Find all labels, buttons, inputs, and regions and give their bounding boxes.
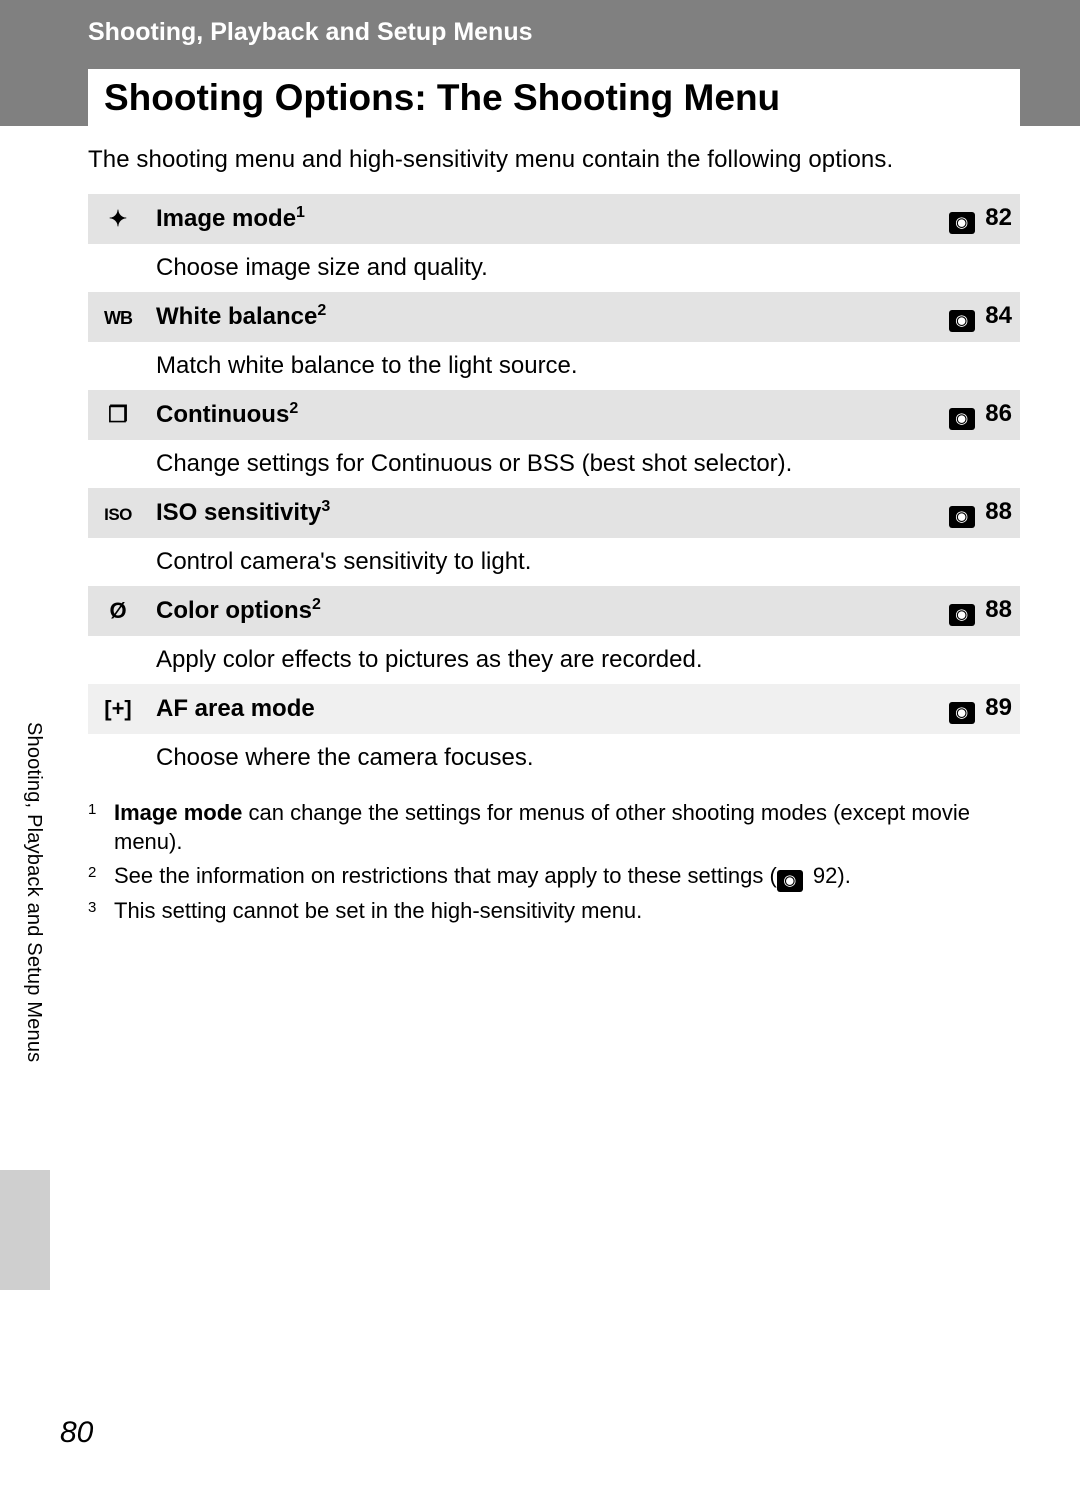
- footnote-1: 1 Image mode can change the settings for…: [88, 798, 1020, 857]
- menu-item-title: AF area mode: [148, 684, 910, 734]
- page-ref-icon: ◉: [949, 604, 975, 626]
- menu-row-desc: Change settings for Continuous or BSS (b…: [88, 440, 1020, 488]
- menu-row-desc: Control camera's sensitivity to light.: [88, 538, 1020, 586]
- shooting-menu-table: ✦Image mode1◉ 82Choose image size and qu…: [88, 194, 1020, 782]
- menu-item-title: White balance2: [148, 292, 910, 342]
- footnotes: 1 Image mode can change the settings for…: [88, 798, 1020, 926]
- page-ref-icon: ◉: [949, 702, 975, 724]
- page-number: 80: [60, 1416, 93, 1450]
- af-area-mode-icon: [+]: [88, 684, 148, 734]
- menu-row-header: [+]AF area mode◉ 89: [88, 684, 1020, 734]
- footnote-2-ref: 92: [813, 863, 837, 888]
- menu-item-description: Control camera's sensitivity to light.: [148, 538, 1020, 586]
- menu-item-title: Image mode1: [148, 194, 910, 244]
- intro-text: The shooting menu and high-sensitivity m…: [88, 146, 1020, 174]
- page-reference: ◉ 82: [910, 194, 1020, 244]
- footnote-2-num: 2: [88, 861, 114, 892]
- menu-item-description: Choose where the camera focuses.: [148, 734, 1020, 782]
- continuous-icon: ❐: [88, 390, 148, 440]
- menu-row-desc: Match white balance to the light source.: [88, 342, 1020, 390]
- menu-item-description: Choose image size and quality.: [148, 244, 1020, 292]
- menu-row-header: ISOISO sensitivity3◉ 88: [88, 488, 1020, 538]
- footnote-2: 2 See the information on restrictions th…: [88, 861, 1020, 892]
- footnote-3-num: 3: [88, 896, 114, 926]
- color-options-icon: Ø: [88, 586, 148, 636]
- footnote-3-text: This setting cannot be set in the high-s…: [114, 896, 1020, 926]
- footnote-1-bold: Image mode: [114, 800, 242, 825]
- header-band: Shooting, Playback and Setup Menus: [0, 0, 1080, 69]
- menu-item-title: Continuous2: [148, 390, 910, 440]
- menu-item-description: Apply color effects to pictures as they …: [148, 636, 1020, 684]
- page-reference: ◉ 86: [910, 390, 1020, 440]
- image-mode-icon: ✦: [88, 194, 148, 244]
- menu-row-header: ❐Continuous2◉ 86: [88, 390, 1020, 440]
- footnote-2-text: See the information on restrictions that…: [114, 861, 1020, 892]
- menu-item-description: Change settings for Continuous or BSS (b…: [148, 440, 1020, 488]
- menu-row-desc: Apply color effects to pictures as they …: [88, 636, 1020, 684]
- footnote-1-num: 1: [88, 798, 114, 857]
- menu-item-title: ISO sensitivity3: [148, 488, 910, 538]
- page-reference: ◉ 88: [910, 488, 1020, 538]
- menu-row-desc: Choose where the camera focuses.: [88, 734, 1020, 782]
- footnote-1-text: Image mode can change the settings for m…: [114, 798, 1020, 857]
- page-reference: ◉ 89: [910, 684, 1020, 734]
- menu-row-desc: Choose image size and quality.: [88, 244, 1020, 292]
- menu-item-title: Color options2: [148, 586, 910, 636]
- footnote-2-post: ).: [837, 863, 850, 888]
- page-reference: ◉ 84: [910, 292, 1020, 342]
- footnote-1-rest: can change the settings for menus of oth…: [114, 800, 970, 855]
- footnote-3: 3 This setting cannot be set in the high…: [88, 896, 1020, 926]
- page-ref-icon: ◉: [777, 870, 803, 892]
- footnote-2-pre: See the information on restrictions that…: [114, 863, 777, 888]
- chapter-thumb-tab: [0, 1170, 50, 1290]
- page-reference: ◉ 88: [910, 586, 1020, 636]
- iso-sensitivity-icon: ISO: [88, 488, 148, 538]
- menu-item-description: Match white balance to the light source.: [148, 342, 1020, 390]
- white-balance-icon: WB: [88, 292, 148, 342]
- section-label: Shooting, Playback and Setup Menus: [88, 0, 1020, 51]
- menu-row-header: ØColor options2◉ 88: [88, 586, 1020, 636]
- title-wrap: Shooting Options: The Shooting Menu: [0, 69, 1080, 126]
- menu-row-header: ✦Image mode1◉ 82: [88, 194, 1020, 244]
- page-ref-icon: ◉: [949, 310, 975, 332]
- content-area: The shooting menu and high-sensitivity m…: [0, 126, 1080, 926]
- page-ref-icon: ◉: [949, 212, 975, 234]
- page-title: Shooting Options: The Shooting Menu: [104, 77, 1004, 120]
- page-ref-icon: ◉: [949, 408, 975, 430]
- side-chapter-label: Shooting, Playback and Setup Menus: [22, 722, 45, 1062]
- page-ref-icon: ◉: [949, 506, 975, 528]
- menu-row-header: WBWhite balance2◉ 84: [88, 292, 1020, 342]
